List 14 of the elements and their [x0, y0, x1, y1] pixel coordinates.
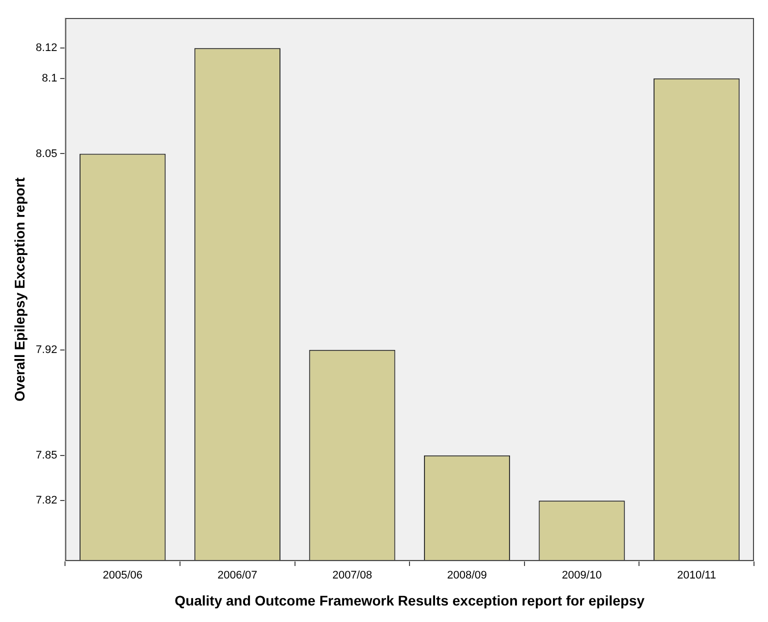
x-tick-label: 2005/06 [102, 570, 142, 582]
y-tick-label: 7.92 [36, 344, 58, 356]
x-tick-label: 2006/07 [218, 570, 258, 582]
x-tick-label: 2010/11 [677, 570, 716, 582]
x-tick-label: 2008/09 [447, 570, 487, 582]
x-axis-title: Quality and Outcome Framework Results exception report for epilepsy [174, 592, 645, 608]
x-tick-label: 2007/08 [332, 570, 372, 582]
y-axis-title: Overall Epilepsy Exception report [11, 177, 28, 402]
y-tick-label: 7.85 [36, 449, 58, 462]
y-tick-label: 7.82 [36, 494, 58, 507]
y-tick-label: 8.12 [36, 42, 58, 54]
y-tick-label: 8.05 [36, 148, 58, 160]
x-tick-label: 2009/10 [562, 570, 602, 582]
y-tick-label: 8.1 [42, 72, 58, 84]
